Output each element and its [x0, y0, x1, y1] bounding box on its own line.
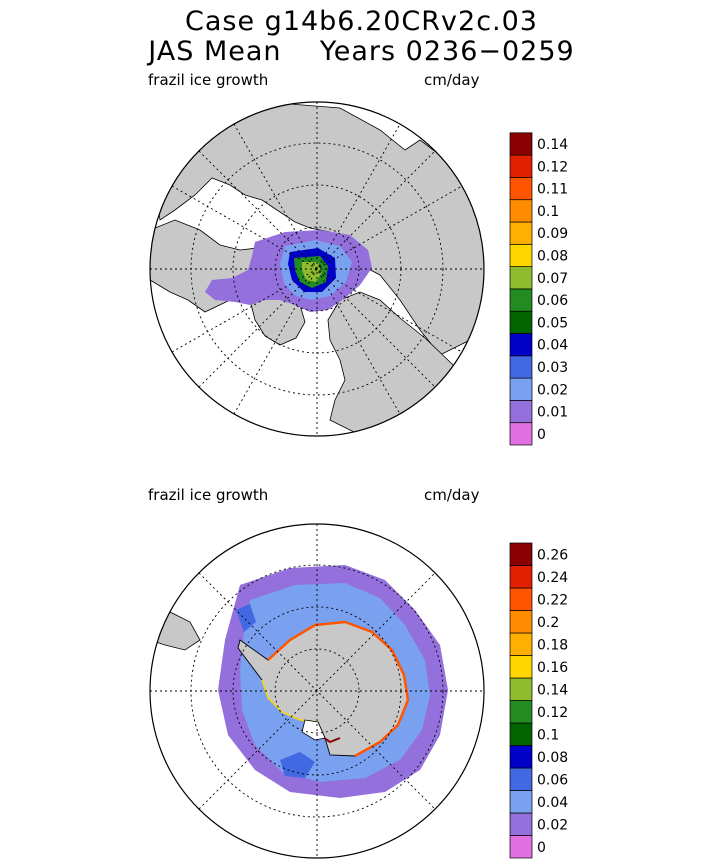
colorbar-swatch	[509, 266, 533, 290]
period-title: JAS Mean Years 0236−0259	[148, 36, 575, 67]
colorbar-swatch	[509, 542, 533, 566]
colorbar-swatch	[509, 377, 533, 401]
colorbar-tick-label: 0.08	[537, 750, 568, 766]
case-title: Case g14b6.20CRv2c.03	[185, 6, 538, 37]
colorbar-tick-label: 0.02	[537, 382, 568, 398]
colorbar-swatch	[509, 355, 533, 379]
colorbar-swatch	[509, 700, 533, 724]
colorbar-tick-label: 0	[537, 840, 546, 856]
colorbar-tick-label: 0.12	[537, 705, 568, 721]
colorbar-tick-label: 0.06	[537, 772, 568, 788]
colorbar-tick-label: 0.14	[537, 137, 568, 153]
colorbar-tick-label: 0.26	[537, 547, 568, 563]
colorbar-tick-label: 0.01	[537, 405, 568, 421]
colorbar-swatch	[509, 199, 533, 223]
colorbar-tick-label: 0.07	[537, 271, 568, 287]
colorbar-swatch	[509, 310, 533, 334]
colorbar-tick-label: 0.14	[537, 682, 568, 698]
colorbar-swatch	[509, 422, 533, 446]
colorbar-swatch	[509, 610, 533, 634]
north-colorbar: 0 0.01 0.02 0.03 0.04 0.05 0.06 0.07 0.08 0.09 0.1…	[509, 132, 568, 446]
colorbar-swatch	[509, 812, 533, 836]
colorbar-swatch	[509, 767, 533, 791]
colorbar-swatch	[509, 722, 533, 746]
colorbar-tick-label: 0	[537, 427, 546, 443]
colorbar-tick-label: 0.03	[537, 360, 568, 376]
south-ice-blue-2	[236, 604, 256, 632]
colorbar-tick-label: 0.1	[537, 204, 559, 220]
colorbar-swatch	[509, 677, 533, 701]
colorbar-swatch	[509, 221, 533, 245]
south-field-label: frazil ice growth	[148, 486, 269, 504]
north-graticule	[150, 102, 484, 436]
south-colorbar: 0 0.02 0.04 0.06 0.08 0.1 0.12 0.14 0.16 0.18 0.2 0…	[509, 542, 568, 859]
south-ice-coastal-fringe	[267, 620, 410, 758]
colorbar-swatch	[509, 835, 533, 859]
colorbar-tick-label: 0.24	[537, 570, 568, 586]
colorbar-swatch	[509, 790, 533, 814]
colorbar-swatch	[509, 632, 533, 656]
colorbar-swatch	[509, 288, 533, 312]
colorbar-tick-label: 0.02	[537, 817, 568, 833]
colorbar-swatch	[509, 154, 533, 178]
colorbar-tick-label: 0.09	[537, 226, 568, 242]
north-map-border	[149, 101, 485, 437]
north-units-label: cm/day	[424, 71, 480, 89]
colorbar-swatch	[509, 132, 533, 156]
north-polar-map	[149, 101, 485, 437]
south-ice-blue-1	[280, 752, 315, 778]
north-land-eurasia	[150, 103, 484, 356]
colorbar-tick-label: 0.12	[537, 159, 568, 175]
colorbar-tick-label: 0.1	[537, 727, 559, 743]
north-field-label: frazil ice growth	[148, 71, 269, 89]
colorbar-tick-label: 0.04	[537, 338, 568, 354]
colorbar-swatch	[509, 400, 533, 424]
colorbar-tick-label: 0.16	[537, 660, 568, 676]
colorbar-tick-label: 0.05	[537, 315, 568, 331]
colorbar-swatch	[509, 745, 533, 769]
colorbar-swatch	[509, 243, 533, 267]
south-polar-map	[149, 523, 485, 859]
south-units-label: cm/day	[424, 486, 480, 504]
south-map-border	[149, 523, 485, 859]
colorbar-tick-label: 0.04	[537, 795, 568, 811]
colorbar-swatch	[509, 565, 533, 589]
colorbar-swatch	[509, 655, 533, 679]
colorbar-tick-label: 0.18	[537, 637, 568, 653]
colorbar-tick-label: 0.22	[537, 592, 568, 608]
colorbar-tick-label: 0.11	[537, 182, 568, 198]
colorbar-tick-label: 0.06	[537, 293, 568, 309]
colorbar-swatch	[509, 587, 533, 611]
south-graticule	[150, 524, 484, 858]
colorbar-tick-label: 0.2	[537, 615, 559, 631]
colorbar-swatch	[509, 177, 533, 201]
colorbar-swatch	[509, 333, 533, 357]
colorbar-tick-label: 0.08	[537, 248, 568, 264]
